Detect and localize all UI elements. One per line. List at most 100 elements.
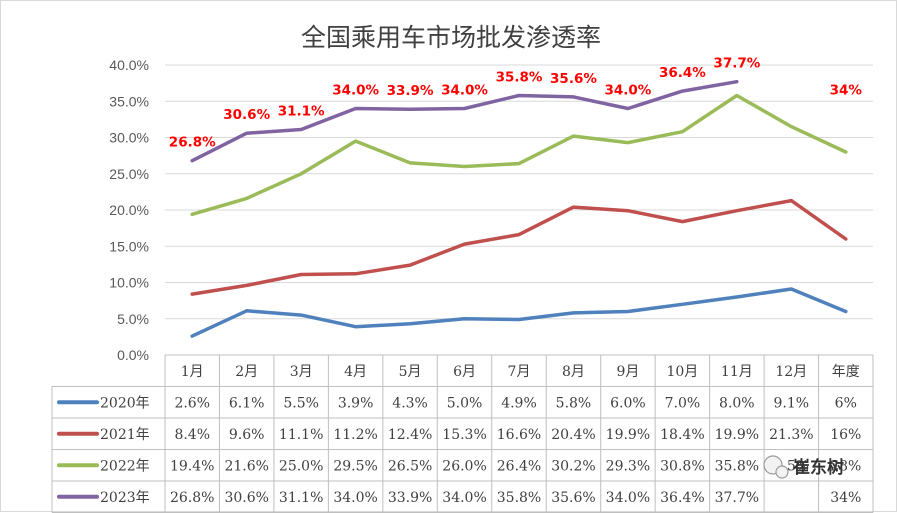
x-tick-label: 11月 — [721, 364, 753, 380]
watermark-logo-icon — [775, 465, 789, 479]
data-table: 1月 2月 3月 4月 5月 6月 7月 8月 9月 10月 11月 12月 年度 2020年 2.6% 6.… — [51, 355, 874, 513]
table-cell: 11.2% — [333, 427, 377, 443]
table-cell: 6.0% — [610, 395, 646, 411]
legend-label: 2022年 — [100, 458, 150, 474]
y-tick-label: 0.0% — [117, 347, 149, 363]
table-cell: 16% — [830, 427, 861, 443]
table-cell: 30.8% — [660, 458, 704, 474]
table-cell: 35.6% — [551, 490, 595, 506]
series-line — [190, 198, 848, 296]
series-line — [190, 287, 848, 338]
data-label: 34.0% — [332, 83, 379, 99]
table-cell: 33.9% — [388, 490, 432, 506]
watermark: 崔东树 — [763, 455, 844, 479]
data-label: 30.6% — [223, 107, 270, 123]
table-cell: 30.2% — [551, 458, 595, 474]
data-label: 36.4% — [659, 65, 706, 81]
table-cell: 31.1% — [279, 490, 323, 506]
data-label: 34.0% — [441, 83, 488, 99]
table-cell: 9.1% — [774, 395, 810, 411]
table-cell: 19.9% — [606, 427, 650, 443]
series-line — [190, 93, 848, 217]
series-line — [192, 82, 846, 161]
table-cell: 2.6% — [174, 395, 210, 411]
table-cell: 16.6% — [497, 427, 541, 443]
table-cell: 19.4% — [170, 458, 214, 474]
table-cell: 28% — [830, 458, 861, 474]
table-cell: 30.6% — [224, 490, 268, 506]
y-tick-label: 15.0% — [109, 238, 149, 254]
table-cell: 4.3% — [392, 395, 428, 411]
table-cell: 8.4% — [174, 427, 210, 443]
x-tick-label: 2月 — [235, 364, 258, 380]
table-cell: 8.0% — [719, 395, 755, 411]
x-tick-label: 7月 — [508, 364, 531, 380]
table-cell: 26.0% — [442, 458, 486, 474]
x-tick-label: 3月 — [290, 364, 313, 380]
data-label: 34.0% — [605, 83, 652, 99]
table-cell: 29.3% — [606, 458, 650, 474]
legend-label: 2023年 — [100, 490, 150, 506]
x-tick-label: 8月 — [562, 364, 585, 380]
series-lines — [190, 82, 848, 338]
x-tick-label: 5月 — [399, 364, 422, 380]
y-axis: 0.0% 5.0% 10.0% 15.0% 20.0% 25.0% 30.0% 35.0% 40… — [109, 57, 149, 363]
data-label: 35.8% — [496, 69, 543, 85]
data-label: 34% — [830, 83, 863, 99]
table-cell: 6% — [835, 395, 857, 411]
table-cell: 25.0% — [279, 458, 323, 474]
table-cell: 21.3% — [769, 427, 813, 443]
table-cell: 26.4% — [497, 458, 541, 474]
y-tick-label: 20.0% — [109, 202, 149, 218]
table-cell: 11.1% — [279, 427, 323, 443]
x-tick-label: 年度 — [832, 364, 860, 380]
data-label: 35.6% — [550, 71, 597, 87]
x-tick-label: 4月 — [344, 364, 367, 380]
data-label: 37.7% — [713, 56, 760, 72]
table-cell: 26.8% — [170, 490, 214, 506]
y-tick-label: 30.0% — [109, 130, 149, 146]
table-cell: 5.8% — [556, 395, 592, 411]
table-cell: 4.9% — [501, 395, 537, 411]
table-cell: 36.4% — [660, 490, 704, 506]
data-label: 33.9% — [387, 83, 434, 99]
table-cell: 7.0% — [665, 395, 701, 411]
table-cell: 35.8% — [497, 490, 541, 506]
table-cell: 6.1% — [229, 395, 265, 411]
y-tick-label: 10.0% — [109, 275, 149, 291]
x-tick-label: 9月 — [616, 364, 639, 380]
y-tick-label: 5.0% — [117, 311, 149, 327]
table-cell: 5.0% — [447, 395, 483, 411]
table-cell: 34% — [830, 490, 861, 506]
data-label: 31.1% — [278, 104, 325, 120]
table-cell: 34.0% — [442, 490, 486, 506]
chart-title: 全国乘用车市场批发渗透率 — [301, 23, 601, 52]
table-cell: 29.5% — [333, 458, 377, 474]
x-tick-label: 12月 — [775, 364, 807, 380]
x-tick-label: 6月 — [453, 364, 476, 380]
table-cell: 20.4% — [551, 427, 595, 443]
y-tick-label: 35.0% — [109, 93, 149, 109]
legend-label: 2021年 — [100, 427, 150, 443]
data-label: 26.8% — [169, 135, 216, 151]
table-cell: 15.3% — [442, 427, 486, 443]
gridlines — [165, 64, 873, 356]
table-cell: 21.6% — [224, 458, 268, 474]
x-tick-label: 1月 — [181, 364, 204, 380]
table-cell: 35.8% — [715, 458, 759, 474]
table-cell: 5.5% — [283, 395, 319, 411]
legend-label: 2020年 — [100, 395, 150, 411]
table-cell: 9.6% — [229, 427, 265, 443]
table-cell: 34.0% — [606, 490, 650, 506]
table-cell: 3.9% — [338, 395, 374, 411]
table-cell: 19.9% — [715, 427, 759, 443]
data-labels: 26.8% 30.6% 31.1% 34.0% 33.9% 34.0% 35.8% 35.6%… — [169, 56, 863, 151]
table-cell: 37.7% — [715, 490, 759, 506]
table-cell: 18.4% — [660, 427, 704, 443]
y-tick-label: 25.0% — [109, 166, 149, 182]
table-cell: 12.4% — [388, 427, 432, 443]
table-cell: 26.5% — [388, 458, 432, 474]
y-tick-label: 40.0% — [109, 57, 149, 73]
watermark-text: 崔东树 — [792, 457, 844, 478]
